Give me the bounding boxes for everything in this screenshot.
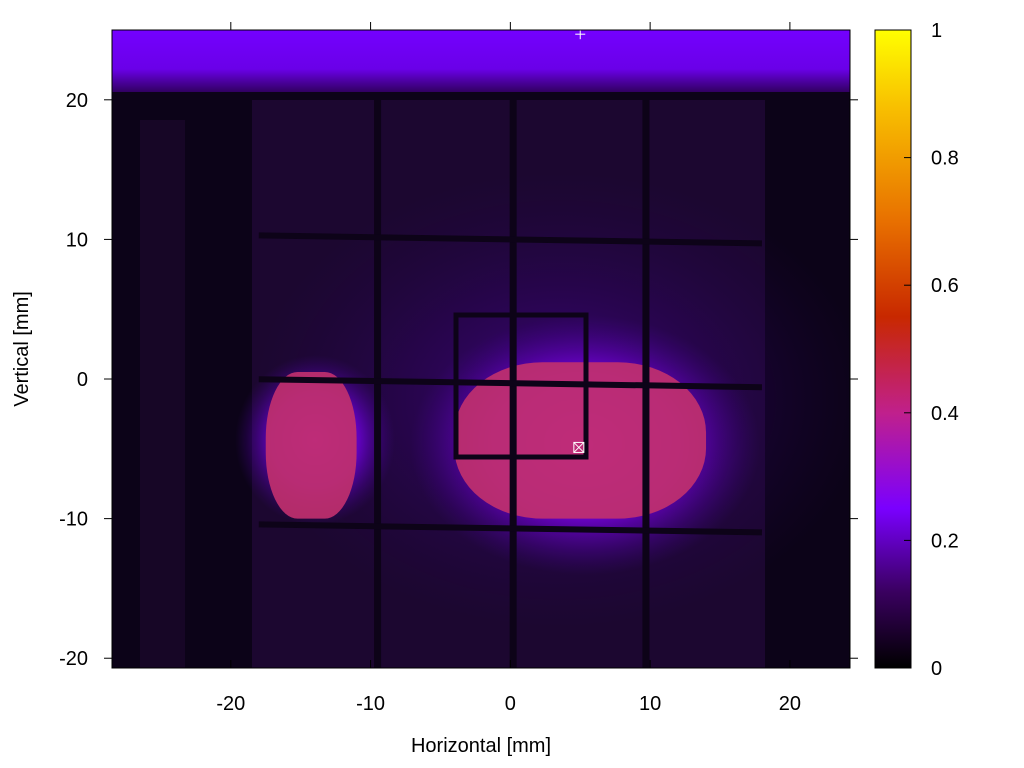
x-tick-label: -10	[356, 693, 385, 715]
plot-frame	[111, 29, 851, 669]
colorbar: 0 0.2 0.4 0.6 0.8 1	[874, 20, 959, 680]
x-tick-label: 0	[505, 693, 516, 715]
x-tick-label: 10	[639, 693, 661, 715]
y-axis-label: Vertical [mm]	[11, 291, 33, 407]
colorbar-tick-label: 1	[931, 20, 942, 42]
colorbar-tick-label: 0.2	[931, 530, 959, 552]
y-tick-label: 10	[66, 229, 88, 251]
grid-wire-horizontal	[258, 232, 762, 247]
dark-inner-left-zone	[140, 120, 185, 668]
top-band	[112, 30, 850, 95]
colorbar-tick-label: 0	[931, 658, 942, 680]
colorbar-tick-label: 0.8	[931, 148, 959, 170]
grid-wire-horizontal	[258, 376, 762, 391]
box-x-marker	[573, 441, 585, 453]
x-tick-label: -20	[216, 693, 245, 715]
x-axis: -20 -10 0 10 20	[216, 22, 801, 715]
y-tick-label: -20	[59, 648, 88, 670]
y-axis: -20 -10 0 10 20	[59, 90, 858, 670]
colorbar-gradient	[874, 29, 912, 669]
colorbar-tick-label: 0.4	[931, 403, 959, 425]
y-tick-label: 20	[66, 90, 88, 112]
hot-region	[265, 372, 357, 519]
grid-wire-horizontal	[258, 521, 762, 536]
colorbar-tick-label: 0.6	[931, 275, 959, 297]
x-axis-label: Horizontal [mm]	[411, 735, 551, 757]
top-band-edge	[112, 92, 850, 100]
y-tick-label: 0	[77, 369, 88, 391]
plus-marker	[575, 29, 586, 40]
y-tick-label: -10	[59, 509, 88, 531]
inner-frame	[453, 312, 589, 460]
heatmap-image	[112, 30, 850, 668]
x-tick-label: 20	[779, 693, 801, 715]
